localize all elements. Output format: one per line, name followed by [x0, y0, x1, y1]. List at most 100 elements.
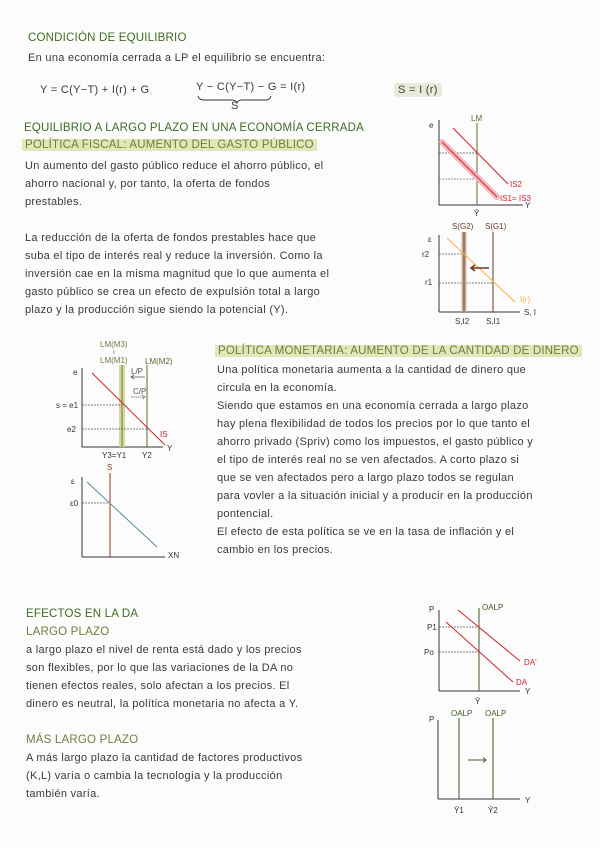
s-e1-label: s = e1: [56, 401, 79, 410]
is1-curve: [441, 141, 498, 198]
s-g2-label: S(G2): [452, 222, 474, 231]
long-run-heading: EQUILIBRIO A LARGO PLAZO EN UNA ECONOMÍA…: [24, 122, 364, 134]
text-line: que se ven afectados pero a largo plazo …: [217, 472, 514, 484]
longer-run-subheading: MÁS LARGO PLAZO: [26, 734, 139, 746]
brace-label: S: [231, 100, 239, 112]
s-label: S: [107, 463, 112, 472]
text-line: para vovler a la situación inicial y a p…: [217, 490, 533, 502]
is-lm-fiscal-diagram: e LM IS2 IS1= IS3 Y Ȳ: [429, 114, 531, 218]
da-effects-heading: EFECTOS EN LA DA: [26, 608, 139, 620]
is-lm-monetary-diagram: L/P C/P LM(M3) LM(M1) LM(M2) e s = e1 e2…: [56, 340, 173, 460]
x-axis-label: Y: [525, 687, 531, 696]
text-line: A más largo plazo la cantidad de factore…: [26, 752, 303, 764]
text-line: dinero es neutral, la política monetaria…: [26, 698, 299, 710]
text-line: tienen efectos reales, solo afectan a lo…: [26, 680, 290, 692]
lp-label: L/P: [131, 367, 143, 376]
text-line: también varía.: [26, 788, 100, 800]
equation-savings: Y − C(Y−T) − G = I(r): [196, 81, 306, 93]
y3-y1-label: Y3=Y1: [102, 451, 127, 460]
x-axis-label: Y: [167, 444, 173, 453]
r2-label: r2: [422, 250, 430, 259]
si1-label: S,I1: [486, 317, 501, 326]
text-line: circula en la economía.: [217, 382, 338, 394]
text-line: El efecto de esta política se ve en la t…: [217, 526, 515, 538]
right-arrow-icon: [131, 394, 146, 400]
fiscal-paragraph-2: La reducción de la oferta de fondos pres…: [25, 229, 329, 319]
y2-label: Y2: [142, 451, 152, 460]
text-line: ahorro privado (Spriv) como los impuesto…: [217, 436, 534, 448]
oalp1-label: OALP: [451, 709, 472, 718]
p0-label: Po: [424, 648, 434, 657]
y-axis-label: e: [429, 121, 434, 130]
shift-right-arrow-icon: [468, 757, 487, 763]
y-bar-label: Ȳ: [474, 209, 480, 218]
underbrace: [197, 95, 272, 105]
text-line: hay plena flexibilidad de todos los prec…: [217, 418, 531, 430]
equilibrium-intro: En una economía cerrada a LP el equilibr…: [28, 52, 326, 64]
da-prime-curve: [457, 609, 521, 662]
text-line: son flexibles, por lo que las variacione…: [26, 662, 294, 674]
lm-m3-label: LM(M3): [100, 340, 128, 349]
da-long-run-diagram: P P1 Po OALP DA' DA Y Ȳ: [424, 603, 537, 706]
r1-label: r1: [425, 278, 433, 287]
text-line: a largo plazo el nivel de renta está dad…: [26, 644, 302, 656]
shift-left-arrow-icon: [469, 264, 489, 272]
y2-label: Ȳ2: [488, 806, 498, 815]
text-line: gasto público se crea un efecto de expul…: [25, 286, 321, 298]
da-longer-run-diagram: P OALP OALP Y Ȳ1 Ȳ2: [429, 709, 531, 815]
is2-label: IS2: [510, 180, 523, 189]
x-axis-label: XN: [168, 551, 179, 560]
text-line: Una política monetaria aumenta a la cant…: [217, 364, 527, 376]
oalp2-label: OALP: [485, 709, 506, 718]
longer-run-paragraph: A más largo plazo la cantidad de factore…: [26, 749, 302, 803]
x-axis-label: Y: [525, 201, 531, 210]
lm-m2-label: LM(M2): [145, 357, 173, 366]
cp-label: C/P: [133, 387, 146, 396]
si2-label: S,I2: [455, 317, 470, 326]
fiscal-paragraph-1: Un aumento del gasto público reduce el a…: [25, 157, 323, 211]
da-label: DA: [516, 678, 528, 687]
text-line: inversión cae en la misma magnitud que l…: [25, 268, 330, 280]
text-line: Un aumento del gasto público reduce el a…: [25, 160, 324, 172]
is-label: IS: [160, 430, 168, 439]
x-axis-label: Y: [525, 796, 531, 805]
x-axis-label: S, I: [524, 308, 536, 317]
y-axis-label: ε: [428, 235, 432, 244]
long-run-paragraph: a largo plazo el nivel de renta está dad…: [26, 641, 302, 713]
investment-label: I(r): [520, 295, 531, 304]
text-line: Siendo que estamos en una economía cerra…: [217, 400, 529, 412]
loanable-funds-diagram: ε r2 r1 S(G2) S(G1) I(r) S, I S,I2 S,I1: [422, 222, 536, 326]
text-line: (K,L) varía o cambia la tecnología y la …: [26, 770, 283, 782]
lm-m1-label: LM(M1): [100, 356, 128, 365]
is2-curve: [452, 127, 509, 185]
equation-output: Y = C(Y−T) + I(r) + G: [40, 84, 150, 96]
e2-label: e2: [67, 425, 76, 434]
y1-label: Ȳ1: [454, 806, 464, 815]
oalp-label: OALP: [482, 603, 503, 612]
text-line: suba el tipo de interés real y reduce la…: [25, 250, 323, 262]
is-curve: [91, 372, 166, 446]
s-g1-label: S(G1): [485, 222, 507, 231]
p1-label: P1: [427, 623, 437, 632]
equilibrium-heading: CONDICIÓN DE EQUILIBRIO: [28, 32, 187, 44]
y-bar-label: Ȳ: [475, 697, 481, 706]
text-line: La reducción de la oferta de fondos pres…: [25, 232, 317, 244]
text-line: el tipo de interés real no se ven afecta…: [217, 454, 520, 466]
da-prime-label: DA': [524, 658, 537, 667]
monetary-paragraph: Una política monetaria aumenta a la cant…: [217, 361, 533, 559]
y-axis-label: e: [73, 368, 78, 377]
text-line: cambio en los precios.: [217, 544, 334, 556]
net-exports-curve: [86, 481, 158, 548]
left-arrow-icon: [130, 374, 145, 380]
fiscal-policy-heading: POLÍTICA FISCAL: AUMENTO DEL GASTO PÚBLI…: [22, 139, 317, 151]
y-axis-label: P: [429, 715, 434, 724]
net-exports-diagram: S ε ε0 XN: [70, 463, 179, 560]
investment-curve: [446, 237, 516, 303]
monetary-policy-heading: POLÍTICA MONETARIA: AUMENTO DE LA CANTID…: [215, 345, 582, 357]
text-line: ahorro nacional y, por tanto, la oferta …: [25, 178, 271, 190]
y-axis-label: P: [429, 605, 434, 614]
long-run-subheading: LARGO PLAZO: [26, 626, 110, 638]
text-line: plazo y la producción sigue siendo la po…: [25, 304, 289, 316]
lm-label: LM: [471, 114, 482, 123]
is1-label: IS1= IS3: [500, 194, 531, 203]
